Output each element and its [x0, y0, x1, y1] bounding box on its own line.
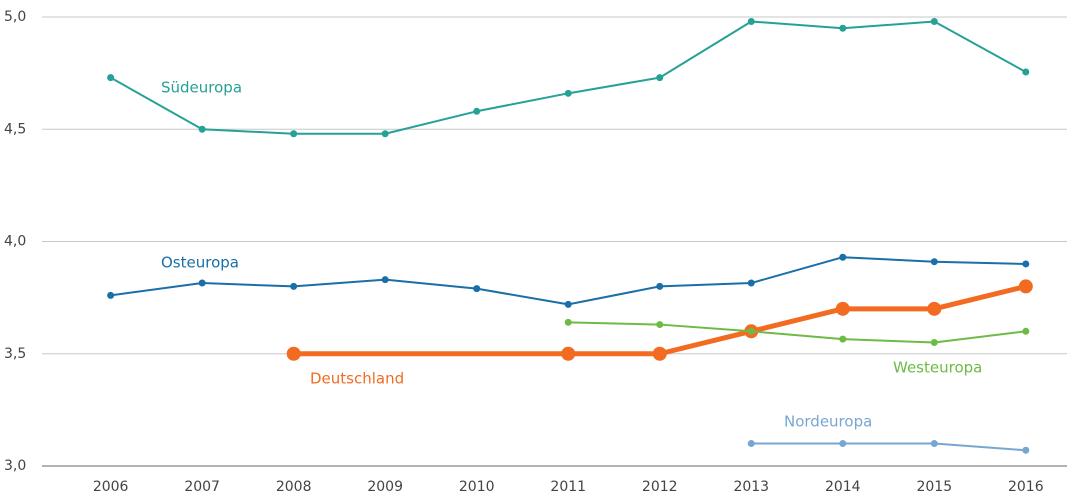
data-point: [930, 17, 938, 25]
data-point: [1022, 327, 1030, 335]
data-point: [839, 335, 847, 343]
x-tick-label: 2015: [916, 479, 952, 495]
data-point: [835, 301, 850, 316]
series-label: Deutschland: [310, 370, 404, 388]
data-point: [564, 300, 572, 308]
y-tick-label: 3,5: [4, 346, 26, 362]
data-point: [652, 346, 667, 361]
data-point: [656, 74, 664, 82]
series-line: [751, 442, 1026, 452]
x-tick-label: 2009: [367, 479, 403, 495]
y-tick-label: 3,0: [4, 458, 26, 474]
data-point: [747, 327, 755, 335]
data-point: [839, 440, 847, 448]
data-point: [930, 440, 938, 448]
series-line: [110, 20, 1027, 135]
series-line: [110, 256, 1026, 306]
series-line: [568, 321, 1026, 344]
data-point: [290, 282, 298, 290]
data-point: [561, 346, 576, 361]
series-label: Nordeuropa: [784, 413, 872, 431]
data-point: [1022, 446, 1030, 454]
data-point: [290, 130, 298, 138]
x-tick-label: 2007: [184, 479, 220, 495]
data-point: [656, 282, 664, 290]
y-tick-label: 4,5: [4, 121, 26, 137]
data-point: [747, 279, 755, 287]
x-tick-label: 2010: [459, 479, 495, 495]
x-tick-label: 2012: [642, 479, 678, 495]
x-tick-label: 2014: [825, 479, 861, 495]
data-point: [198, 279, 206, 287]
data-point: [1022, 260, 1030, 268]
series-label: Südeuropa: [161, 79, 242, 97]
data-point: [564, 89, 572, 97]
x-tick-label: 2008: [276, 479, 312, 495]
data-point: [839, 24, 847, 32]
x-tick-label: 2016: [1008, 479, 1044, 495]
data-point: [381, 276, 389, 284]
data-point: [656, 321, 664, 329]
data-point: [1022, 68, 1030, 76]
data-point: [381, 130, 389, 138]
data-point: [747, 17, 755, 25]
data-point: [107, 74, 115, 82]
data-point: [286, 346, 301, 361]
data-point: [927, 301, 942, 316]
series-label: Westeuropa: [893, 359, 982, 377]
data-point: [473, 107, 481, 115]
x-tick-label: 2006: [93, 479, 129, 495]
data-point: [107, 291, 115, 299]
series-label: Osteuropa: [161, 254, 239, 272]
data-point: [1018, 279, 1033, 294]
x-tick-label: 2011: [550, 479, 586, 495]
data-point: [930, 258, 938, 266]
x-tick-label: 2013: [733, 479, 769, 495]
data-point: [747, 440, 755, 448]
data-point: [473, 285, 481, 293]
data-point: [564, 318, 572, 326]
data-point: [930, 339, 938, 347]
data-point: [839, 253, 847, 261]
series-line: [293, 283, 1027, 357]
y-tick-label: 4,0: [4, 234, 26, 250]
y-tick-label: 5,0: [4, 9, 26, 25]
data-point: [198, 125, 206, 133]
